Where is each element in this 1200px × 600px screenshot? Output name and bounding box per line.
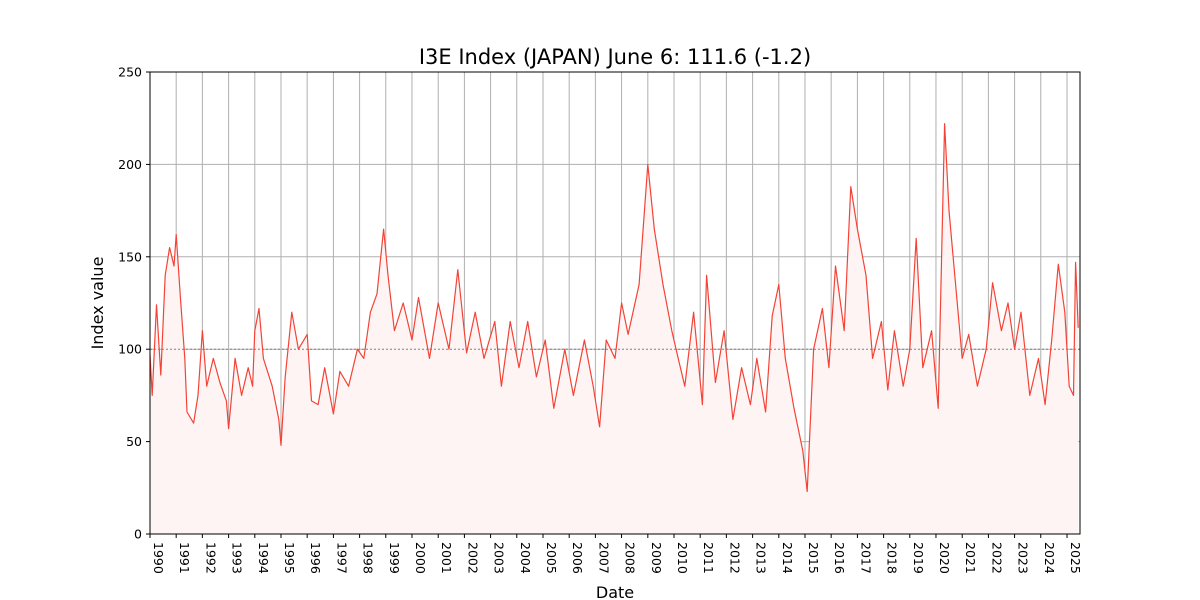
- x-tick-label: 2023: [1016, 542, 1031, 574]
- y-axis-label: Index value: [88, 257, 107, 350]
- x-tick-label: 1995: [282, 542, 297, 574]
- x-tick-label: 2024: [1042, 542, 1057, 574]
- y-tick-label: 250: [118, 65, 142, 80]
- x-tick-label: 2018: [885, 542, 900, 574]
- x-tick-label: 1994: [256, 542, 271, 574]
- x-tick-label: 2009: [649, 542, 664, 574]
- x-tick-label: 1996: [308, 542, 323, 574]
- y-axis: 0 50 100 150 200 250: [118, 65, 150, 542]
- x-tick-label: 2017: [858, 542, 873, 574]
- x-tick-label: 2012: [727, 542, 742, 574]
- x-tick-label: 2005: [544, 542, 559, 574]
- series-line: [149, 123, 1079, 493]
- x-tick-label: 2013: [754, 542, 769, 574]
- y-tick-label: 150: [118, 249, 142, 264]
- x-axis-label: Date: [596, 583, 634, 600]
- x-tick-label: 2008: [623, 542, 638, 574]
- plot-area: [149, 71, 1081, 535]
- x-tick-label: 2025: [1068, 542, 1083, 574]
- x-tick-label: 2002: [465, 542, 480, 574]
- x-tick-label: 2021: [963, 542, 978, 574]
- x-tick-label: 2010: [675, 542, 690, 574]
- series-area-fill: [150, 123, 1079, 534]
- x-tick-label: 2001: [439, 542, 454, 574]
- x-tick-label: 1991: [177, 542, 192, 574]
- y-tick-label: 0: [134, 527, 142, 542]
- x-tick-label: 2014: [780, 542, 795, 574]
- x-tick-label: 2015: [806, 542, 821, 574]
- x-tick-label: 2022: [989, 542, 1004, 574]
- x-tick-label: 2020: [937, 542, 952, 574]
- y-tick-label: 100: [118, 342, 142, 357]
- x-tick-label: 2016: [832, 542, 847, 574]
- x-axis: 1990 1991 1992 1993 1994 1995 1996 1997 1998 1999…: [149, 534, 1083, 574]
- y-tick-label: 50: [126, 434, 142, 449]
- x-tick-label: 2006: [570, 542, 585, 574]
- x-tick-label: 1993: [230, 542, 245, 574]
- x-tick-label: 2011: [701, 542, 716, 574]
- x-tick-label: 1992: [203, 542, 218, 574]
- x-tick-label: 2003: [492, 542, 507, 574]
- x-tick-label: 2007: [596, 542, 611, 574]
- x-tick-label: 2019: [911, 542, 926, 574]
- x-tick-label: 1998: [361, 542, 376, 574]
- y-tick-label: 200: [118, 157, 142, 172]
- x-tick-label: 1990: [151, 542, 166, 574]
- x-tick-label: 2000: [413, 542, 428, 574]
- chart-title: I3E Index (JAPAN) June 6: 111.6 (-1.2): [419, 45, 811, 69]
- x-tick-label: 1999: [387, 542, 402, 574]
- x-tick-label: 2004: [518, 542, 533, 574]
- x-tick-label: 1997: [334, 542, 349, 574]
